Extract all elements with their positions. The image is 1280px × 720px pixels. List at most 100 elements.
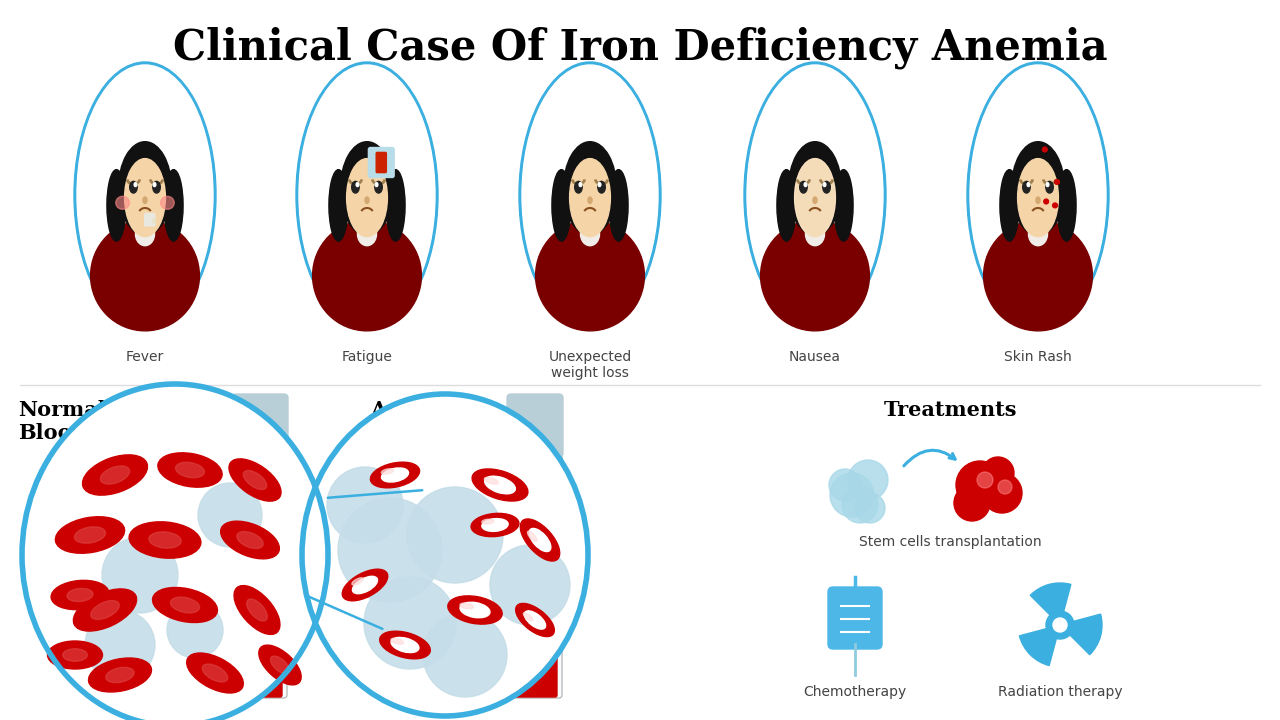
Ellipse shape <box>484 477 498 485</box>
Ellipse shape <box>777 170 796 241</box>
Text: Red blood
cell: Red blood cell <box>320 468 389 498</box>
Circle shape <box>102 537 178 613</box>
Ellipse shape <box>1027 183 1030 186</box>
Ellipse shape <box>520 519 559 561</box>
Circle shape <box>1042 147 1047 152</box>
Ellipse shape <box>570 158 611 237</box>
Ellipse shape <box>187 653 243 693</box>
Ellipse shape <box>970 65 1106 325</box>
Ellipse shape <box>100 466 129 484</box>
FancyBboxPatch shape <box>369 148 394 178</box>
Ellipse shape <box>527 531 536 541</box>
Ellipse shape <box>392 637 419 652</box>
Ellipse shape <box>522 65 658 325</box>
Ellipse shape <box>552 170 571 241</box>
Ellipse shape <box>138 207 152 230</box>
Ellipse shape <box>448 596 502 624</box>
Ellipse shape <box>813 197 817 204</box>
Ellipse shape <box>518 62 660 328</box>
Ellipse shape <box>134 183 137 186</box>
Ellipse shape <box>352 576 378 594</box>
Text: Skin Rash: Skin Rash <box>1004 350 1071 364</box>
Ellipse shape <box>805 222 824 246</box>
Ellipse shape <box>788 142 841 235</box>
Ellipse shape <box>823 181 831 193</box>
Ellipse shape <box>67 588 93 602</box>
Ellipse shape <box>460 603 474 609</box>
Ellipse shape <box>835 170 852 241</box>
FancyBboxPatch shape <box>145 214 155 226</box>
Ellipse shape <box>352 181 360 193</box>
Text: White
blood cell: White blood cell <box>294 590 362 620</box>
Ellipse shape <box>795 158 836 237</box>
Ellipse shape <box>808 207 822 230</box>
Circle shape <box>326 467 403 543</box>
Text: Normal
Blood: Normal Blood <box>18 400 106 444</box>
Ellipse shape <box>1000 170 1019 241</box>
Ellipse shape <box>598 183 600 186</box>
Ellipse shape <box>800 181 808 193</box>
Ellipse shape <box>106 667 134 683</box>
Ellipse shape <box>82 455 147 495</box>
Circle shape <box>829 469 861 501</box>
Ellipse shape <box>1018 158 1059 237</box>
Ellipse shape <box>73 589 137 631</box>
Ellipse shape <box>229 459 282 501</box>
Ellipse shape <box>381 469 394 474</box>
Text: Fatigue: Fatigue <box>342 350 393 364</box>
Circle shape <box>977 472 993 488</box>
FancyBboxPatch shape <box>508 450 562 698</box>
Ellipse shape <box>148 532 182 548</box>
Ellipse shape <box>129 181 137 193</box>
Ellipse shape <box>136 222 155 246</box>
Ellipse shape <box>329 170 348 241</box>
Text: Treatments: Treatments <box>883 400 1016 420</box>
Circle shape <box>982 457 1014 489</box>
Ellipse shape <box>157 453 223 487</box>
Ellipse shape <box>983 220 1092 331</box>
Ellipse shape <box>516 603 554 636</box>
Circle shape <box>407 487 503 583</box>
Ellipse shape <box>581 222 599 246</box>
Ellipse shape <box>744 62 886 328</box>
Ellipse shape <box>760 220 869 331</box>
Ellipse shape <box>390 639 403 644</box>
Ellipse shape <box>340 142 393 235</box>
Text: Radiation therapy: Radiation therapy <box>997 685 1123 699</box>
Ellipse shape <box>129 522 201 558</box>
Ellipse shape <box>247 599 268 621</box>
Ellipse shape <box>91 220 200 331</box>
Ellipse shape <box>481 518 508 531</box>
Ellipse shape <box>381 468 408 482</box>
Ellipse shape <box>164 170 183 241</box>
Ellipse shape <box>143 197 147 204</box>
Circle shape <box>338 498 442 602</box>
Text: Fever: Fever <box>125 350 164 364</box>
Circle shape <box>829 473 874 517</box>
Ellipse shape <box>380 631 430 659</box>
Ellipse shape <box>119 142 172 235</box>
Text: Nausea: Nausea <box>788 350 841 364</box>
Circle shape <box>1052 203 1057 208</box>
Circle shape <box>364 577 456 669</box>
Text: Anemia: Anemia <box>370 400 458 420</box>
Ellipse shape <box>1023 181 1030 193</box>
FancyBboxPatch shape <box>513 508 557 697</box>
Ellipse shape <box>124 158 165 237</box>
Ellipse shape <box>202 664 228 682</box>
Ellipse shape <box>234 585 280 634</box>
Ellipse shape <box>312 220 421 331</box>
Circle shape <box>1046 611 1074 639</box>
Circle shape <box>152 220 156 222</box>
Ellipse shape <box>47 641 102 669</box>
Ellipse shape <box>243 470 266 490</box>
Ellipse shape <box>74 527 105 543</box>
Ellipse shape <box>804 183 806 186</box>
FancyBboxPatch shape <box>507 394 563 457</box>
Ellipse shape <box>748 65 883 325</box>
Ellipse shape <box>1032 207 1044 230</box>
Ellipse shape <box>170 597 200 613</box>
Circle shape <box>422 613 507 697</box>
Ellipse shape <box>347 158 388 237</box>
Ellipse shape <box>63 649 87 661</box>
